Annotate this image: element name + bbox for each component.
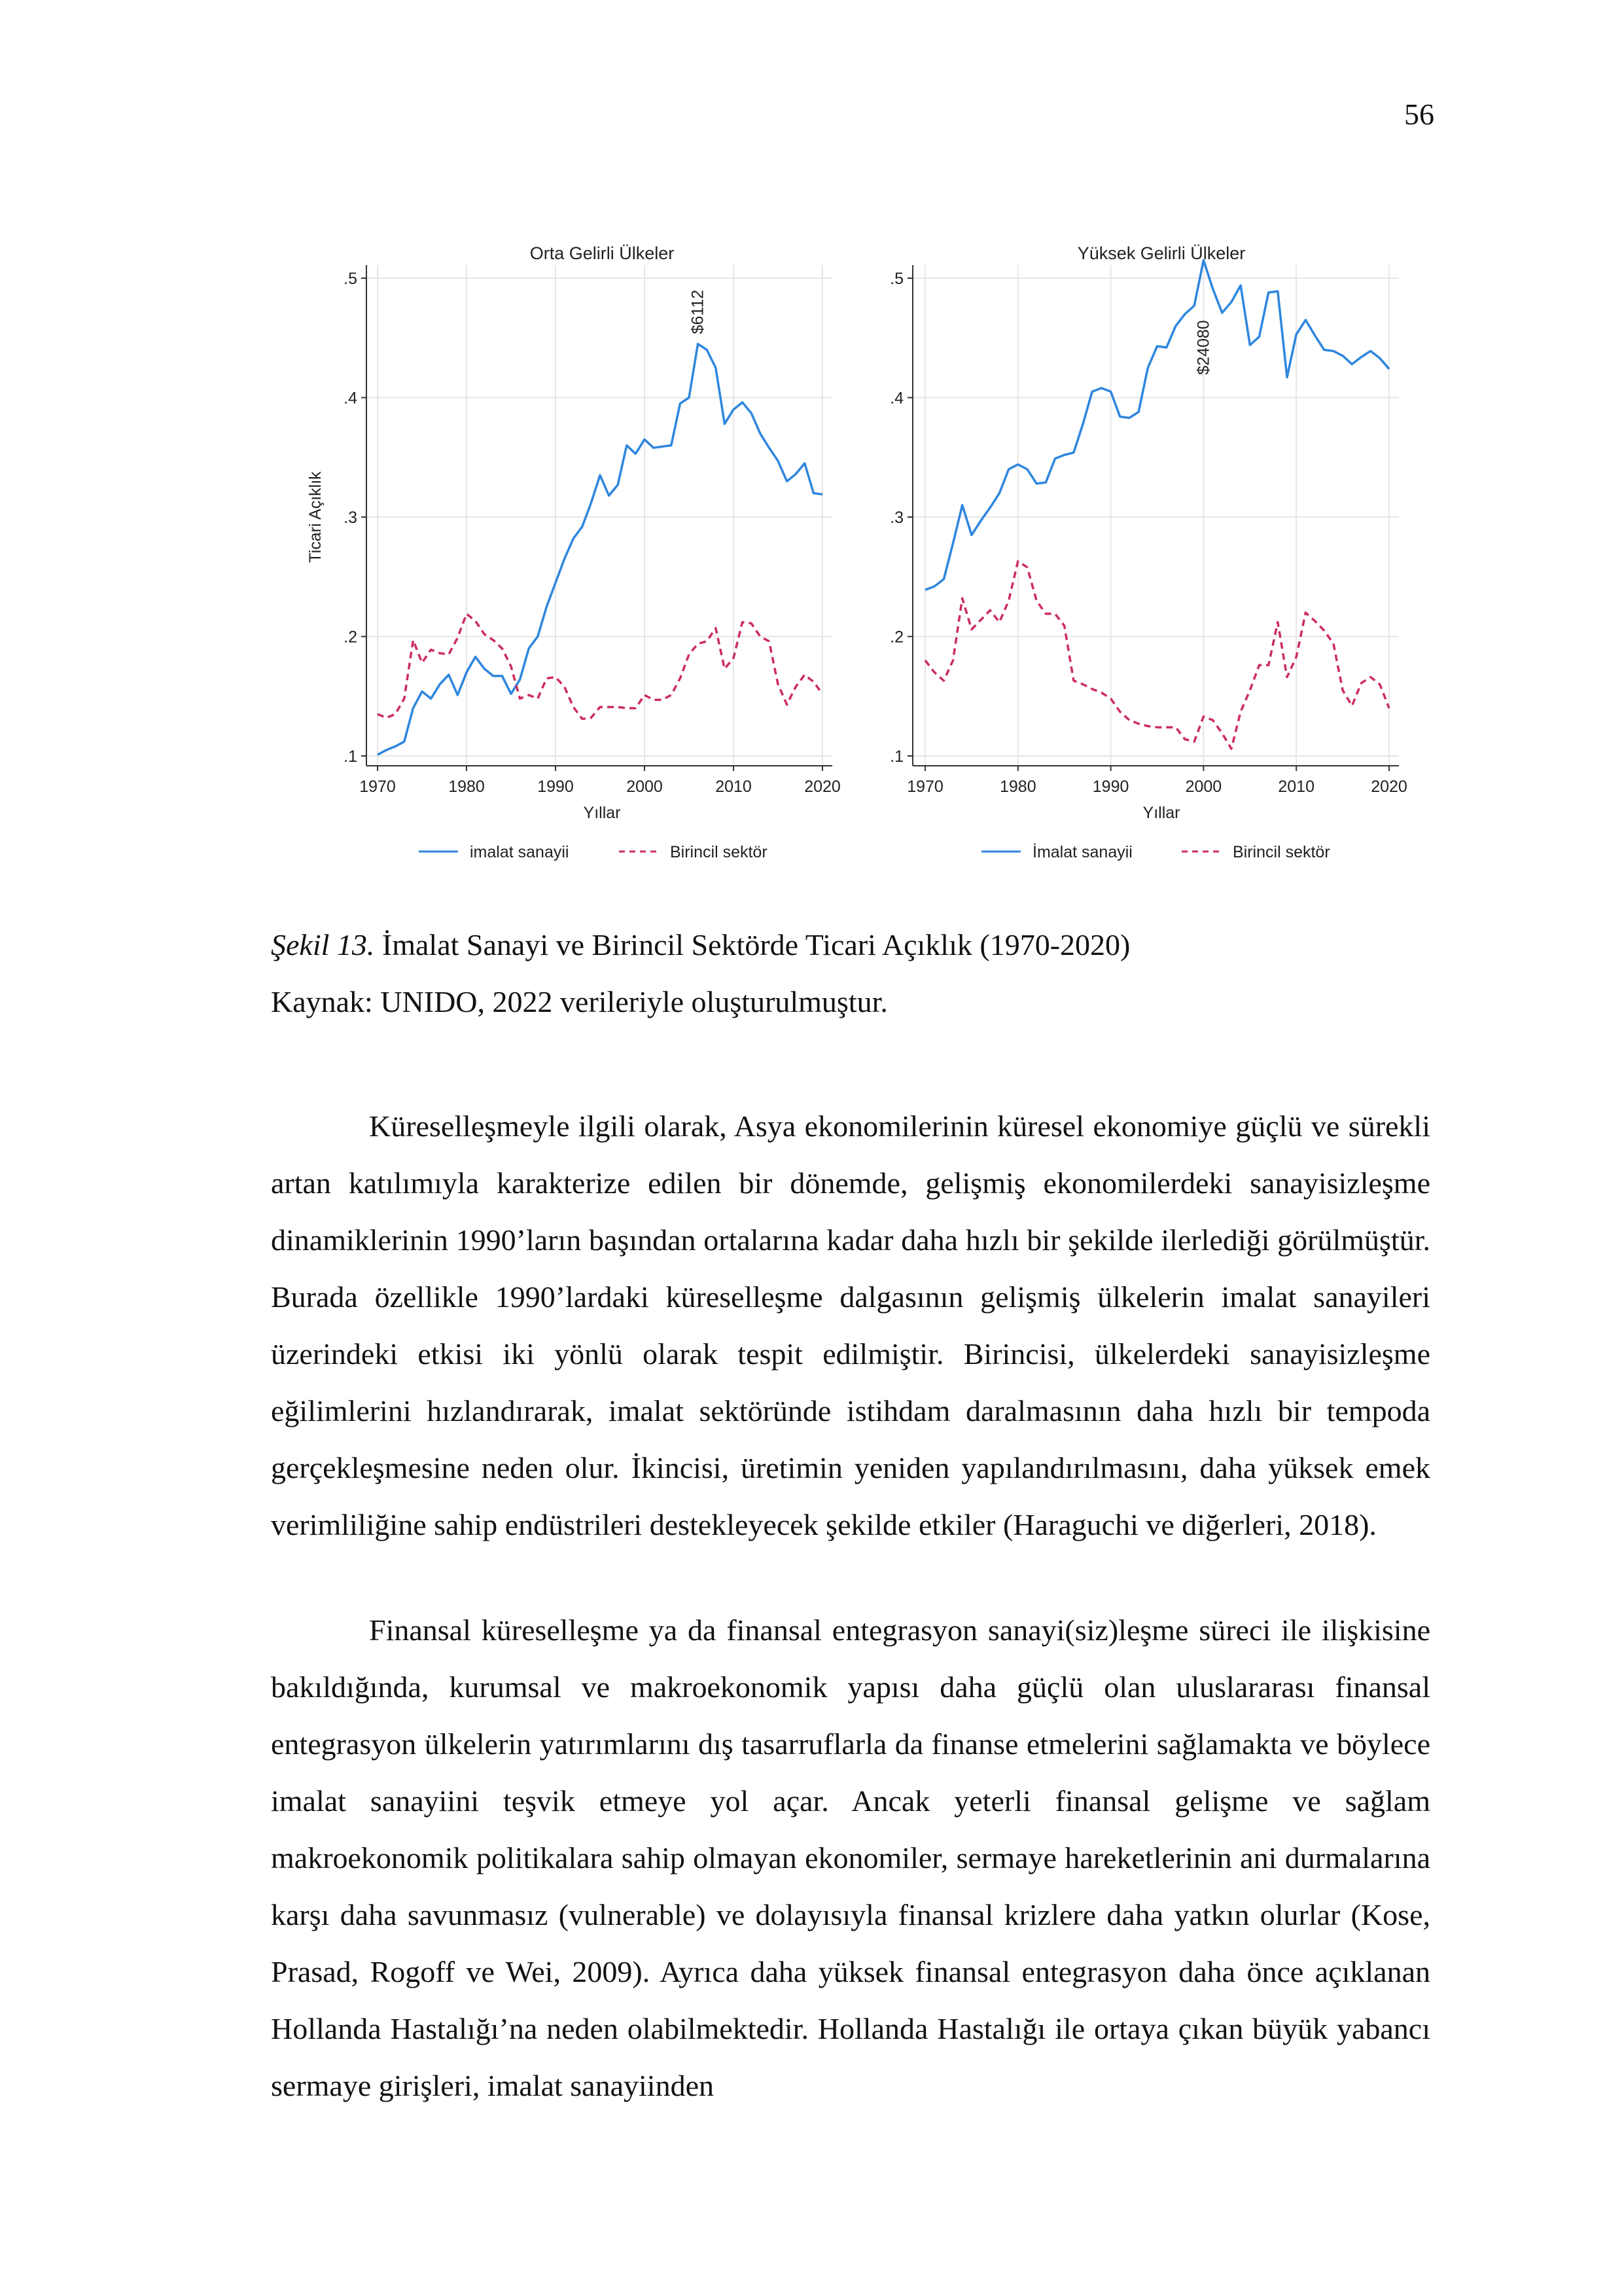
- x-tick-label: 2020: [1371, 778, 1407, 796]
- series-lines: [924, 259, 1390, 750]
- chart-title: Orta Gelirli Ülkeler: [530, 243, 675, 263]
- series-line-primary-sector: [924, 560, 1390, 750]
- y-tick-label: .5: [344, 270, 357, 288]
- chart-panel-high-income: Yüksek Gelirli Ülkeler Yıllar .1 .2 .3 .4 .5…: [890, 243, 1413, 861]
- y-axis-label: Ticari Açıklık: [306, 471, 325, 563]
- chart-panel-middle-income: Orta Gelirli Ülkeler Ticari Açıklık Yıll…: [306, 243, 841, 861]
- y-tick-label: .1: [890, 747, 904, 766]
- axes: .1 .2 .3 .4 .5 1970 1980 1990 2000 2010 2020: [344, 265, 841, 796]
- trade-openness-figure: Orta Gelirli Ülkeler Ticari Açıklık Yıll…: [306, 243, 1413, 861]
- legend-label: imalat sanayii: [470, 843, 569, 861]
- y-tick-label: .5: [890, 270, 904, 288]
- legend-label: Birincil sektör: [1233, 843, 1330, 861]
- series-line-manufacturing: [925, 259, 1390, 591]
- y-tick-label: .3: [344, 509, 357, 527]
- x-tick-label: 1970: [907, 778, 944, 796]
- body-paragraph: Finansal küreselleşme ya da finansal ent…: [271, 1613, 1430, 2102]
- legend: İmalat sanayii Birincil sektör: [981, 842, 1330, 861]
- figure-label: Şekil 13.: [271, 928, 375, 961]
- x-tick-label: 1980: [1000, 778, 1036, 796]
- legend-label: İmalat sanayii: [1033, 842, 1133, 861]
- series-line-manufacturing: [377, 342, 823, 756]
- x-tick-label: 2000: [1186, 778, 1222, 796]
- series-line-primary-sector: [377, 613, 824, 721]
- legend-label: Birincil sektör: [670, 843, 768, 861]
- page-number: 56: [1404, 98, 1434, 131]
- chart-title: Yüksek Gelirli Ülkeler: [1078, 243, 1246, 263]
- x-tick-label: 2010: [715, 778, 752, 796]
- y-tick-label: .4: [344, 389, 357, 408]
- x-tick-label: 2020: [804, 778, 841, 796]
- peak-annotation: $6112: [689, 290, 707, 334]
- x-tick-label: 2010: [1278, 778, 1315, 796]
- x-axis-label: Yıllar: [584, 804, 621, 822]
- figure-source: Kaynak: UNIDO, 2022 verileriyle oluşturu…: [271, 985, 888, 1018]
- y-tick-label: .2: [344, 628, 357, 647]
- gridlines: [913, 265, 1399, 766]
- peak-annotation: $24080: [1194, 320, 1212, 374]
- gridlines: [366, 265, 832, 766]
- body-paragraph: Küreselleşmeyle ilgili olarak, Asya ekon…: [271, 1109, 1430, 1541]
- axes: .1 .2 .3 .4 .5 1970 1980 1990 2000 2010 2020: [890, 265, 1407, 796]
- x-axis-label: Yıllar: [1143, 804, 1180, 822]
- x-tick-label: 1990: [1093, 778, 1129, 796]
- x-tick-label: 1990: [537, 778, 574, 796]
- y-tick-label: .1: [344, 747, 357, 766]
- y-tick-label: .2: [890, 628, 904, 647]
- series-lines: [377, 342, 824, 756]
- figure-caption: Şekil 13. İmalat Sanayi ve Birincil Sekt…: [271, 924, 1430, 966]
- y-tick-label: .3: [890, 509, 904, 527]
- legend: imalat sanayii Birincil sektör: [419, 843, 768, 861]
- x-tick-label: 1980: [448, 778, 485, 796]
- x-tick-label: 1970: [359, 778, 396, 796]
- figure-title: İmalat Sanayi ve Birincil Sektörde Ticar…: [374, 928, 1131, 961]
- x-tick-label: 2000: [626, 778, 663, 796]
- y-tick-label: .4: [890, 389, 904, 408]
